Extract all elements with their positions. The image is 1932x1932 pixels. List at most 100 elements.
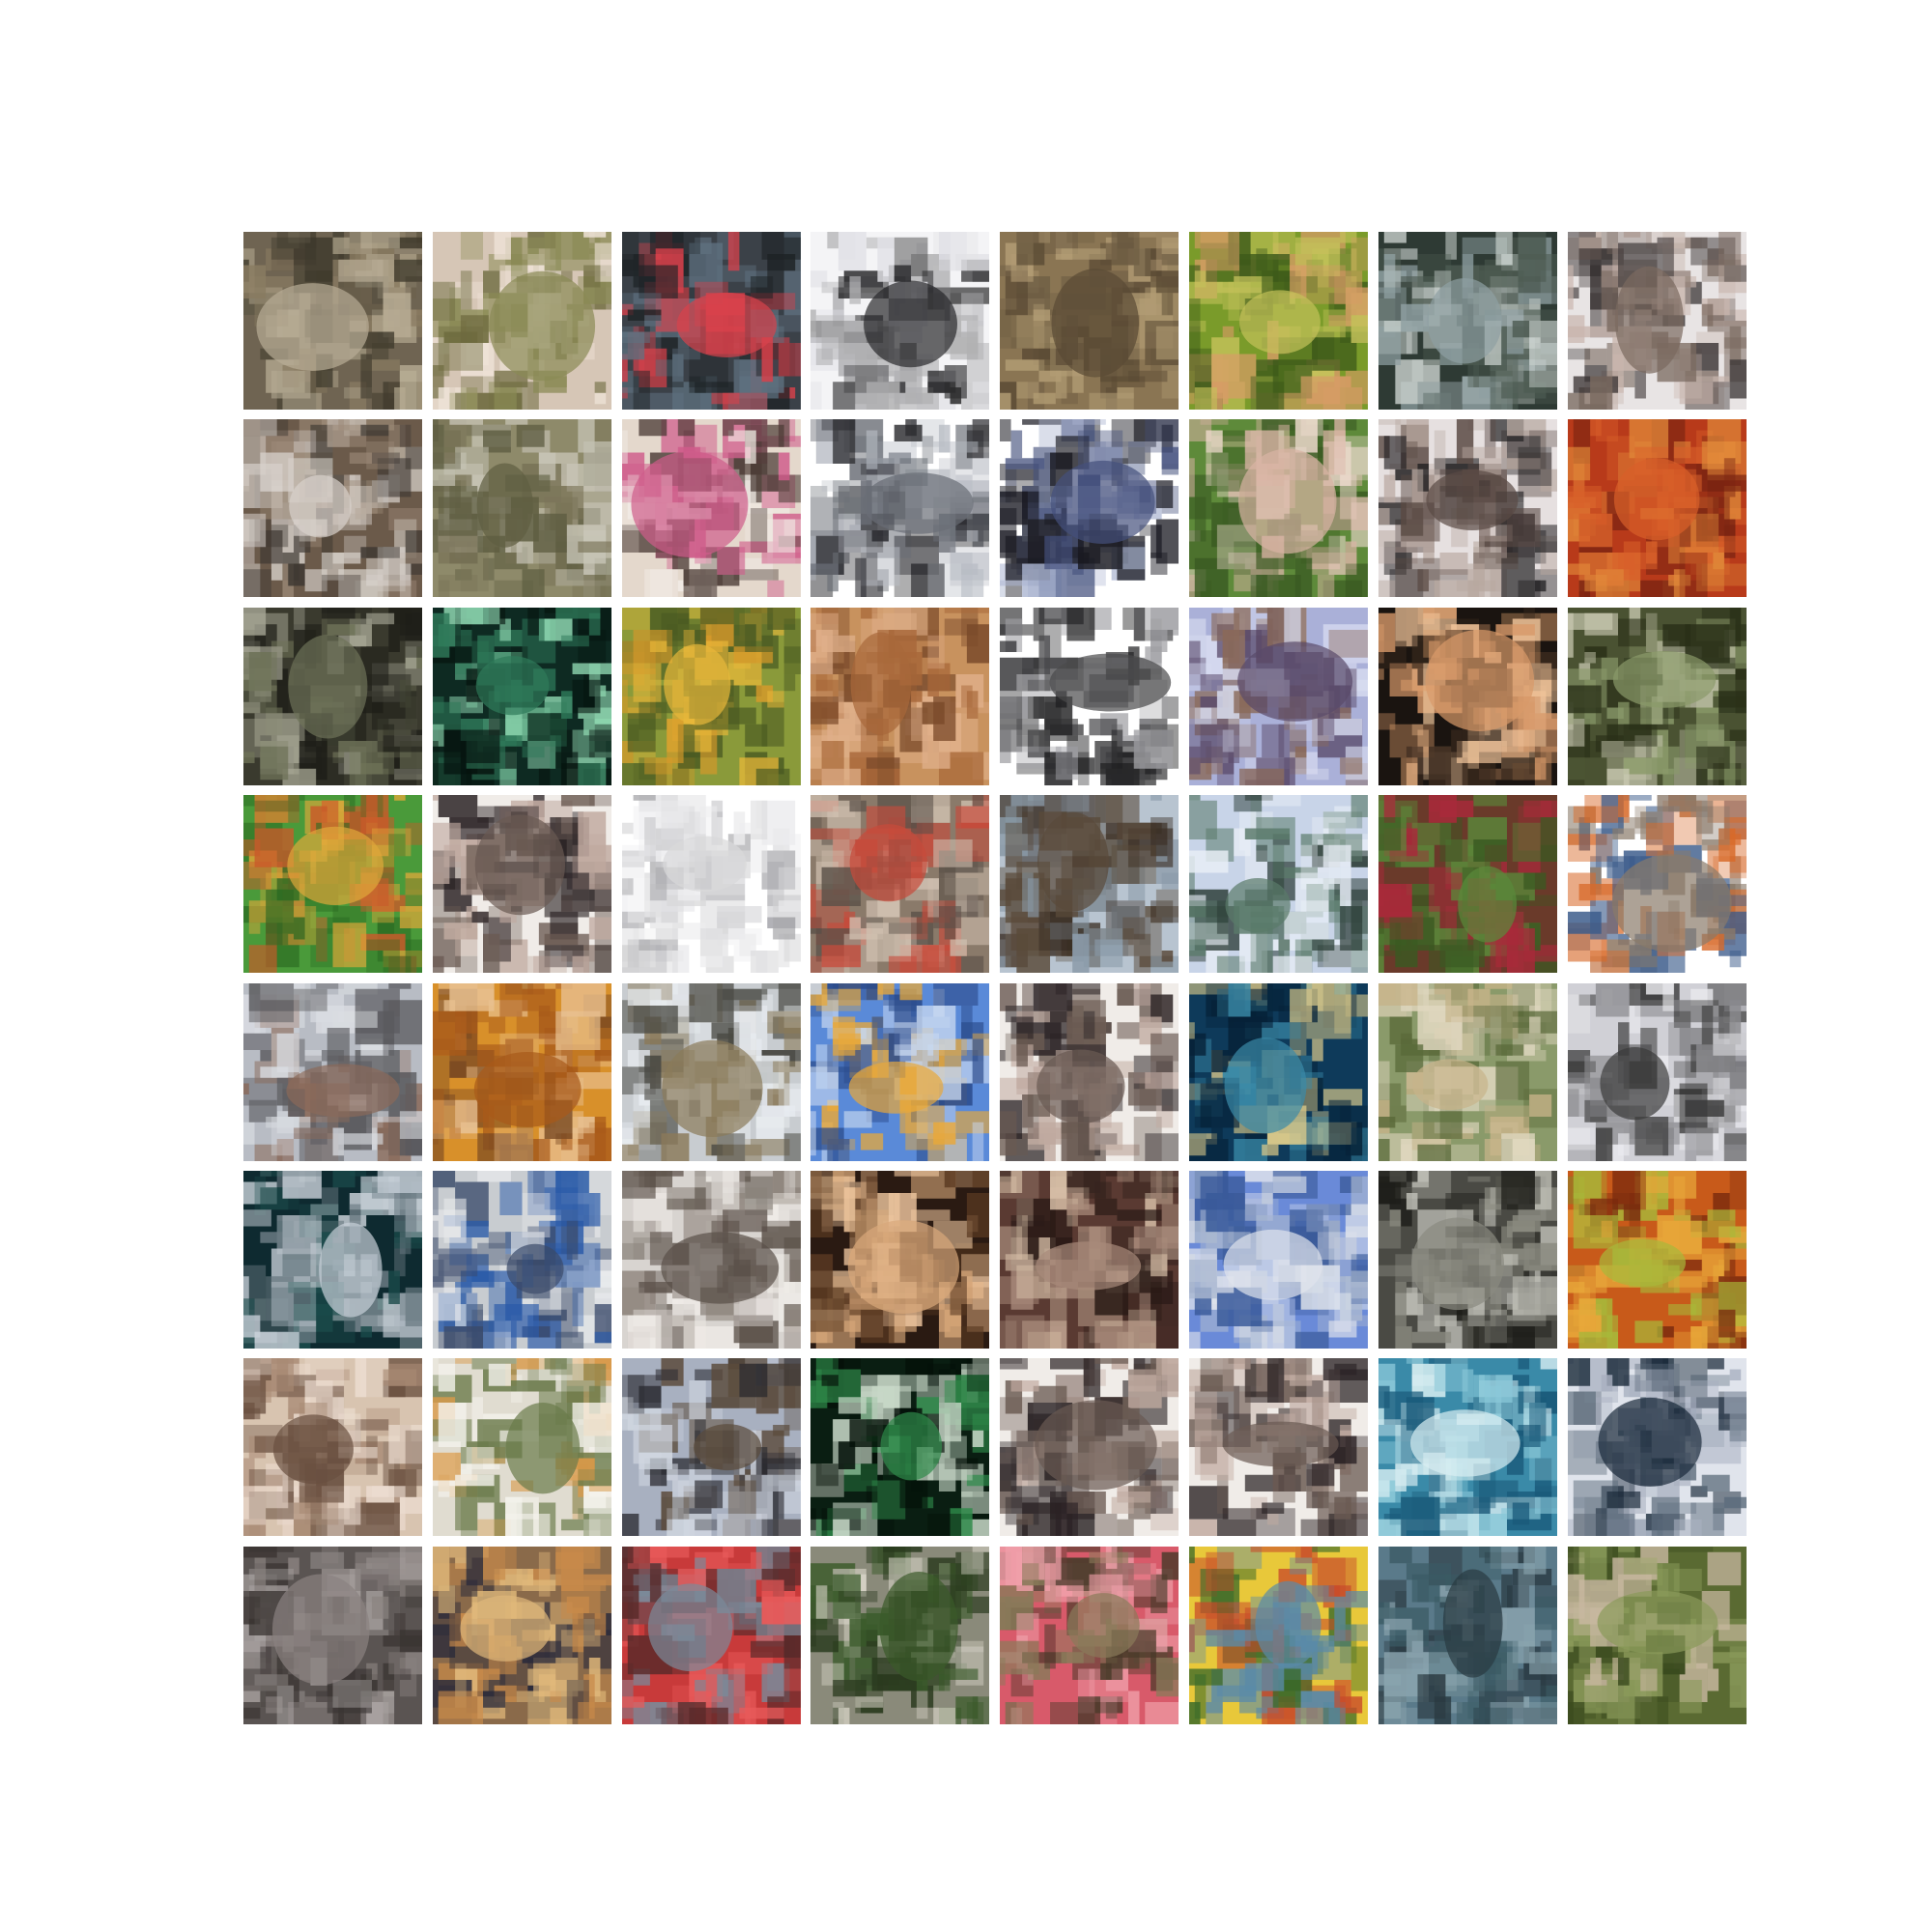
tile-r4-c2-image <box>433 795 611 973</box>
tile-r6-c3-image <box>622 1171 801 1349</box>
tile-r3-c8-image <box>1568 608 1747 785</box>
tile-r5-c3 <box>622 983 801 1161</box>
tile-r5-c6 <box>1189 983 1368 1161</box>
tile-r5-c2 <box>433 983 611 1161</box>
tile-r6-c2 <box>433 1171 611 1349</box>
tile-r3-c3-image <box>622 608 801 785</box>
tile-r2-c5 <box>1000 419 1179 597</box>
tile-r3-c6-image <box>1189 608 1368 785</box>
tile-r1-c5-image <box>1000 232 1179 410</box>
tile-r1-c6-image <box>1189 232 1368 410</box>
tile-r1-c8 <box>1568 232 1747 410</box>
tile-r2-c3-image <box>622 419 801 597</box>
tile-r3-c4 <box>810 608 989 785</box>
tile-r5-c7-image <box>1378 983 1557 1161</box>
tile-r6-c6-image <box>1189 1171 1368 1349</box>
tile-r5-c3-image <box>622 983 801 1161</box>
tile-r1-c5 <box>1000 232 1179 410</box>
tile-r2-c4-image <box>810 419 989 597</box>
tile-r2-c3 <box>622 419 801 597</box>
tile-r8-c8 <box>1568 1547 1747 1724</box>
tile-r7-c3 <box>622 1358 801 1536</box>
tile-r6-c1-image <box>243 1171 422 1349</box>
tile-r2-c6-image <box>1189 419 1368 597</box>
tile-r3-c1 <box>243 608 422 785</box>
tile-r4-c8 <box>1568 795 1747 973</box>
tile-r4-c6-image <box>1189 795 1368 973</box>
tile-r4-c6 <box>1189 795 1368 973</box>
tile-r6-c2-image <box>433 1171 611 1349</box>
tile-r5-c6-image <box>1189 983 1368 1161</box>
tile-r7-c6 <box>1189 1358 1368 1536</box>
tile-r5-c2-image <box>433 983 611 1161</box>
tile-r6-c8 <box>1568 1171 1747 1349</box>
tile-r1-c1-image <box>243 232 422 410</box>
tile-r6-c7-image <box>1378 1171 1557 1349</box>
tile-r2-c6 <box>1189 419 1368 597</box>
tile-r4-c5 <box>1000 795 1179 973</box>
tile-r7-c4 <box>810 1358 989 1536</box>
tile-r8-c7 <box>1378 1547 1557 1724</box>
tile-r2-c4 <box>810 419 989 597</box>
tile-r8-c3 <box>622 1547 801 1724</box>
tile-r7-c4-image <box>810 1358 989 1536</box>
tile-r4-c3-image <box>622 795 801 973</box>
tile-r4-c4 <box>810 795 989 973</box>
tile-r5-c5-image <box>1000 983 1179 1161</box>
tile-r2-c7 <box>1378 419 1557 597</box>
tile-r3-c3 <box>622 608 801 785</box>
tile-r3-c6 <box>1189 608 1368 785</box>
tile-r7-c2-image <box>433 1358 611 1536</box>
tile-r2-c7-image <box>1378 419 1557 597</box>
tile-r4-c5-image <box>1000 795 1179 973</box>
tile-r1-c7-image <box>1378 232 1557 410</box>
tile-r6-c4 <box>810 1171 989 1349</box>
tile-r8-c5 <box>1000 1547 1179 1724</box>
tile-r7-c5-image <box>1000 1358 1179 1536</box>
tile-r4-c8-image <box>1568 795 1747 973</box>
tile-r1-c2 <box>433 232 611 410</box>
tile-r3-c2 <box>433 608 611 785</box>
tile-r5-c4 <box>810 983 989 1161</box>
tile-r2-c8 <box>1568 419 1747 597</box>
tile-r5-c8-image <box>1568 983 1747 1161</box>
tile-r3-c5 <box>1000 608 1179 785</box>
tile-r6-c1 <box>243 1171 422 1349</box>
tile-r1-c4 <box>810 232 989 410</box>
tile-r6-c6 <box>1189 1171 1368 1349</box>
tile-r7-c3-image <box>622 1358 801 1536</box>
tile-r3-c5-image <box>1000 608 1179 785</box>
tile-r7-c7-image <box>1378 1358 1557 1536</box>
tile-r4-c3 <box>622 795 801 973</box>
tile-r4-c4-image <box>810 795 989 973</box>
tile-r1-c6 <box>1189 232 1368 410</box>
tile-r8-c2 <box>433 1547 611 1724</box>
tile-r6-c3 <box>622 1171 801 1349</box>
tile-r8-c2-image <box>433 1547 611 1724</box>
tile-r4-c7-image <box>1378 795 1557 973</box>
tile-r6-c4-image <box>810 1171 989 1349</box>
tile-r8-c8-image <box>1568 1547 1747 1724</box>
tile-r3-c7-image <box>1378 608 1557 785</box>
tile-r1-c3 <box>622 232 801 410</box>
tile-r3-c2-image <box>433 608 611 785</box>
tile-r7-c1-image <box>243 1358 422 1536</box>
tile-r5-c5 <box>1000 983 1179 1161</box>
tile-r7-c1 <box>243 1358 422 1536</box>
tile-r7-c6-image <box>1189 1358 1368 1536</box>
tile-r8-c1 <box>243 1547 422 1724</box>
tile-r1-c2-image <box>433 232 611 410</box>
tile-r1-c1 <box>243 232 422 410</box>
tile-r5-c8 <box>1568 983 1747 1161</box>
tile-r1-c4-image <box>810 232 989 410</box>
tile-r3-c1-image <box>243 608 422 785</box>
tile-r8-c4 <box>810 1547 989 1724</box>
tile-r5-c7 <box>1378 983 1557 1161</box>
tile-r2-c5-image <box>1000 419 1179 597</box>
tile-r5-c1-image <box>243 983 422 1161</box>
tile-r2-c8-image <box>1568 419 1747 597</box>
tile-r2-c2 <box>433 419 611 597</box>
tile-r4-c1-image <box>243 795 422 973</box>
tile-r2-c1 <box>243 419 422 597</box>
